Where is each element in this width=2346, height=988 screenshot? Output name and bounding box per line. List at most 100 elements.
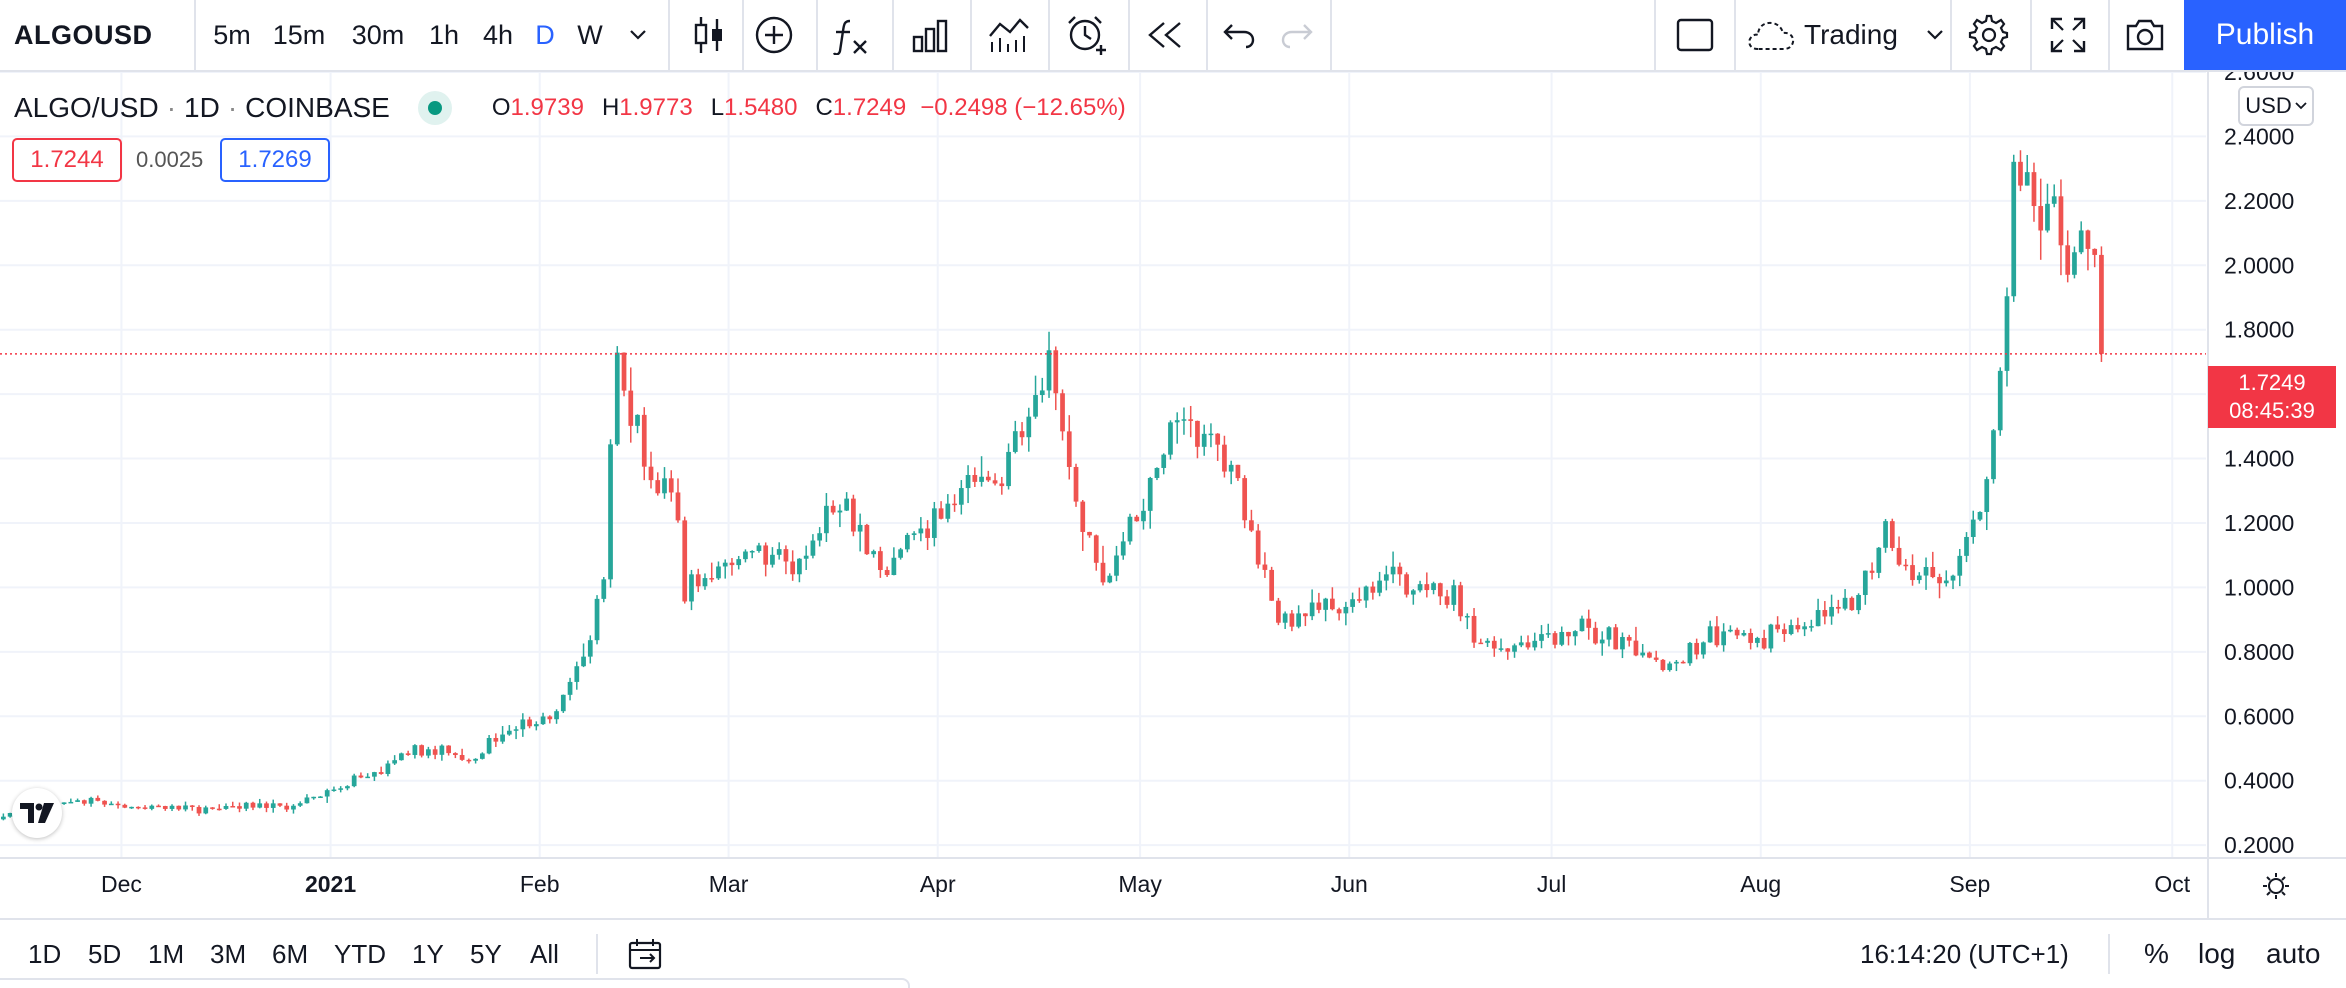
candle-body <box>695 574 701 587</box>
chevron-down-icon[interactable] <box>622 0 654 70</box>
candle-body <box>1991 430 1996 480</box>
candle-body <box>1289 613 1295 627</box>
redo-icon[interactable] <box>1276 0 1318 70</box>
candle-body <box>1215 433 1221 445</box>
candle-body <box>763 545 769 565</box>
candle-body <box>304 797 310 804</box>
price-axis[interactable]: 0.2000 0.4000 0.6000 0.8000 1.0000 1.2000 1.40… <box>2224 72 2294 858</box>
range-ytd[interactable]: YTD <box>334 938 386 969</box>
candle-body <box>473 758 478 761</box>
candle-body <box>1937 577 1942 584</box>
candle-body <box>1107 575 1113 583</box>
legend-dot: · <box>227 92 238 123</box>
candles-icon[interactable] <box>676 0 742 70</box>
candle-body <box>1181 419 1187 421</box>
candle-body <box>2004 296 2010 371</box>
candle-body <box>736 559 742 566</box>
buy-price-button[interactable]: 1.7269 <box>220 138 330 182</box>
candle-body <box>1842 597 1848 609</box>
clock[interactable]: 16:14:20 (UTC+1) <box>1860 938 2069 969</box>
range-6m[interactable]: 6M <box>272 938 309 969</box>
camera-icon[interactable] <box>2122 0 2168 70</box>
candle-body <box>1714 626 1720 646</box>
fullscreen-icon[interactable] <box>2046 0 2090 70</box>
range-3m[interactable]: 3M <box>210 938 247 969</box>
range-1d[interactable]: 1D <box>28 938 62 969</box>
candle-body <box>689 574 694 602</box>
candle-body <box>1087 531 1092 536</box>
candle-body <box>1802 626 1807 630</box>
divider <box>1206 0 1208 70</box>
candle-body <box>506 730 512 735</box>
range-5d[interactable]: 5D <box>88 938 122 969</box>
candle-body <box>243 802 249 809</box>
candle-body <box>1620 637 1625 650</box>
log-scale-toggle[interactable]: log <box>2198 938 2236 969</box>
range-5y[interactable]: 5Y <box>470 938 502 969</box>
auto-scale-toggle[interactable]: auto <box>2266 938 2321 969</box>
candle-body <box>985 476 991 481</box>
axis-settings-icon[interactable] <box>2256 866 2296 906</box>
candle-body <box>716 566 721 579</box>
compare-add-icon[interactable] <box>750 0 798 70</box>
replay-icon[interactable] <box>1140 0 1190 70</box>
candle-body <box>1667 663 1673 671</box>
candle-body <box>7 813 13 817</box>
layout-square-icon[interactable] <box>1672 0 1718 70</box>
market-status-icon[interactable] <box>417 91 452 125</box>
divider <box>970 0 972 70</box>
top-toolbar: ALGOUSD 5m 15m 30m 1h 4h D W <box>0 0 2346 72</box>
currency-select[interactable]: USD <box>2238 86 2314 126</box>
candle-body <box>95 797 101 801</box>
close-key: C <box>815 94 833 121</box>
range-all[interactable]: All <box>530 938 559 969</box>
candle-body <box>1363 586 1369 601</box>
symbol-search-button[interactable]: ALGOUSD <box>14 19 153 50</box>
indicators-fx-icon[interactable] <box>828 0 876 70</box>
publish-button[interactable]: Publish <box>2184 0 2346 70</box>
close-value: 1.7249 <box>832 94 907 121</box>
candle-body <box>1120 541 1126 556</box>
candle-body <box>2078 230 2084 253</box>
ideas-chart-icon[interactable] <box>984 0 1034 70</box>
candle-body <box>318 796 323 799</box>
candle-body <box>2051 196 2057 204</box>
candle-body <box>581 656 586 667</box>
price-tick-label: 0.2000 <box>2224 832 2294 858</box>
time-tick-label: Feb <box>520 871 560 897</box>
candle-body <box>2024 172 2030 186</box>
candle-body <box>1512 645 1517 652</box>
candle-body <box>500 734 505 742</box>
layout-menu-button[interactable]: Trading <box>1746 0 1950 70</box>
sell-price-button[interactable]: 1.7244 <box>12 138 122 182</box>
candle-body <box>351 775 357 787</box>
candle-body <box>702 578 708 587</box>
candle-body <box>1161 454 1167 468</box>
timeframe-30m[interactable]: 30m <box>351 19 405 50</box>
time-axis[interactable]: Dec 2021 Feb Mar Apr May Jun Jul Aug Sep Oct <box>101 871 2191 897</box>
timeframe-1h[interactable]: 1h <box>428 19 460 50</box>
financials-icon[interactable] <box>906 0 956 70</box>
gear-icon[interactable] <box>1966 0 2012 70</box>
range-1y[interactable]: 1Y <box>412 938 444 969</box>
timeframe-15m[interactable]: 15m <box>272 19 326 50</box>
price-chart[interactable]: 0.2000 0.4000 0.6000 0.8000 1.0000 1.2000 1.40… <box>0 72 2346 918</box>
percent-scale-toggle[interactable]: % <box>2144 938 2169 969</box>
divider <box>2108 0 2110 70</box>
range-1m[interactable]: 1M <box>148 938 185 969</box>
legend-symbol[interactable]: ALGO/USD <box>14 92 159 123</box>
tradingview-logo-icon[interactable] <box>12 788 62 838</box>
chart-grid <box>0 72 2206 858</box>
timeframe-4h[interactable]: 4h <box>482 19 514 50</box>
candle-body <box>857 524 863 532</box>
alarm-add-icon[interactable] <box>1062 0 1112 70</box>
undo-icon[interactable] <box>1218 0 1260 70</box>
go-to-date-icon[interactable] <box>628 920 664 988</box>
candle-body <box>918 528 924 534</box>
candle-body <box>1350 599 1355 607</box>
timeframe-w[interactable]: W <box>577 19 603 50</box>
candle-body <box>466 759 472 762</box>
timeframe-5m[interactable]: 5m <box>213 19 251 50</box>
candle-body <box>1518 642 1524 646</box>
timeframe-d[interactable]: D <box>535 19 555 50</box>
